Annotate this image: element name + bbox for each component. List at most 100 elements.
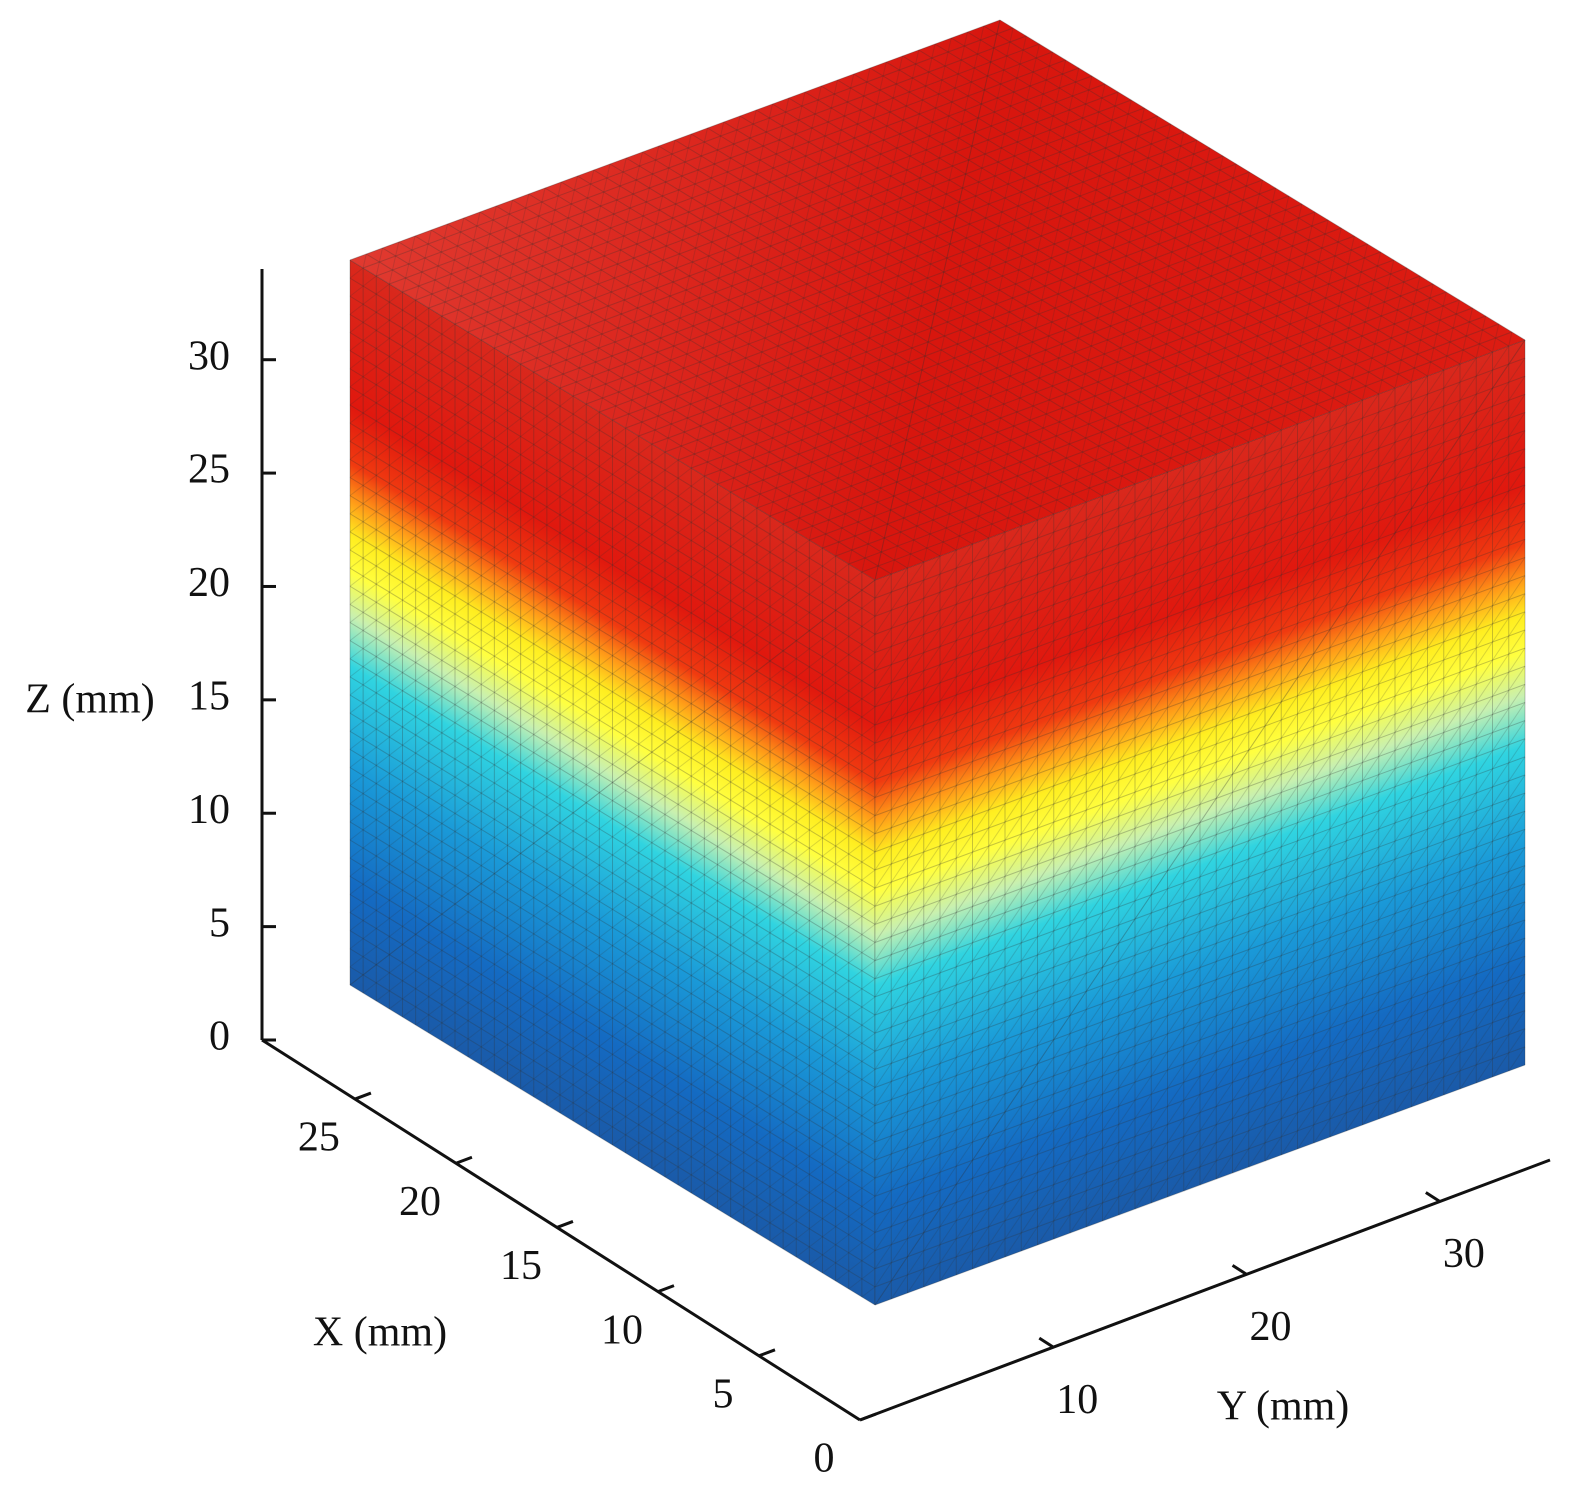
mesh-line xyxy=(350,56,1349,532)
mesh-line xyxy=(875,811,1525,1051)
mesh-line xyxy=(1000,20,1525,340)
mesh-line xyxy=(1466,324,1525,352)
mesh-line xyxy=(1444,974,1525,1095)
mesh-line xyxy=(773,104,1298,424)
mesh-line xyxy=(875,666,1525,906)
mesh-line xyxy=(875,449,1525,689)
mesh-line xyxy=(350,260,586,730)
mesh-line xyxy=(1460,993,1525,1090)
mesh-line xyxy=(643,152,1168,472)
mesh-line xyxy=(416,391,875,1305)
mesh-line xyxy=(614,92,1525,526)
mesh-line xyxy=(350,260,508,574)
mesh-line xyxy=(350,134,967,428)
mesh-line xyxy=(610,164,1135,484)
mesh-line xyxy=(626,158,1151,478)
mesh-line xyxy=(350,514,875,834)
mesh-line xyxy=(639,835,875,1305)
mesh-line xyxy=(1216,721,1525,1179)
mesh-line xyxy=(455,469,875,1305)
mesh-line xyxy=(875,340,1525,1305)
mesh-line xyxy=(1005,485,1525,1257)
mesh-line xyxy=(1084,220,1525,430)
mesh-line xyxy=(350,804,875,1124)
mesh-line xyxy=(350,260,547,652)
mesh-line xyxy=(350,260,389,338)
mesh-line xyxy=(350,170,791,380)
mesh-line xyxy=(350,459,875,779)
mesh-line xyxy=(481,100,1131,340)
mesh-line xyxy=(350,206,614,332)
mesh-line xyxy=(875,478,1151,888)
mesh xyxy=(350,260,875,1305)
mesh-line xyxy=(350,967,875,1287)
mesh-line xyxy=(756,110,1281,430)
mesh-line xyxy=(678,220,1328,460)
mesh-line xyxy=(875,514,1054,779)
mesh-line xyxy=(521,600,875,1305)
mesh-line xyxy=(497,60,1525,550)
x-tick xyxy=(657,1284,675,1294)
mesh-line xyxy=(350,260,875,1305)
mesh-line xyxy=(350,260,823,1201)
mesh-line xyxy=(875,648,1525,888)
mesh-line xyxy=(875,424,1298,1051)
mesh-line xyxy=(350,164,820,388)
mesh-line xyxy=(740,116,1265,436)
mesh-line xyxy=(350,913,875,1233)
mesh-line xyxy=(875,1047,1525,1287)
mesh-line xyxy=(875,485,1525,725)
mesh-line xyxy=(1143,236,1525,418)
mesh-line xyxy=(350,260,494,547)
mesh-line xyxy=(350,68,1290,516)
mesh-line xyxy=(875,503,1525,743)
mesh-line xyxy=(350,405,875,725)
mesh-line xyxy=(718,992,876,1306)
mesh-line xyxy=(1363,884,1526,1125)
mesh-line xyxy=(508,574,876,1306)
mesh-line xyxy=(1026,204,1525,442)
mesh-line xyxy=(468,92,1118,332)
mesh-line xyxy=(599,172,1249,412)
mesh-line xyxy=(875,431,1525,671)
mesh-line xyxy=(757,1070,875,1305)
mesh-line xyxy=(665,212,1315,452)
mesh-line xyxy=(350,931,875,1251)
x-tick-label: 20 xyxy=(399,1179,441,1225)
mesh-line xyxy=(875,532,1005,725)
mesh-line xyxy=(399,242,924,562)
mesh-line xyxy=(350,641,875,961)
mesh-line xyxy=(875,502,1086,816)
mesh-line xyxy=(879,164,1525,472)
mesh-line xyxy=(508,116,1158,356)
mesh-line xyxy=(823,1201,876,1306)
z-tick-label: 30 xyxy=(188,333,230,379)
mesh-line xyxy=(875,472,1168,906)
mesh-line xyxy=(350,260,403,365)
mesh-line xyxy=(350,26,1496,572)
mesh-line xyxy=(350,152,879,404)
mesh-line xyxy=(875,630,1525,870)
y-tick xyxy=(1425,1191,1441,1203)
x-tick xyxy=(455,1155,473,1165)
mesh-line xyxy=(573,156,1223,396)
face-fill xyxy=(875,340,1525,1305)
mesh-line xyxy=(350,949,875,1269)
mesh-line xyxy=(875,376,1428,1196)
mesh-line xyxy=(1119,612,1525,1215)
mesh-line xyxy=(350,224,526,308)
mesh-line xyxy=(875,793,1525,1033)
mesh-line xyxy=(875,520,1038,761)
mesh-line xyxy=(438,44,1525,562)
mesh-line xyxy=(350,260,573,704)
mesh-line xyxy=(862,332,1512,572)
mesh-line xyxy=(468,52,1526,556)
mesh-line xyxy=(1411,938,1525,1107)
mesh-line xyxy=(718,244,1368,484)
face-fill xyxy=(350,20,1525,580)
mesh-line xyxy=(547,140,1197,380)
mesh-line xyxy=(350,876,875,1196)
mesh-line xyxy=(350,387,875,707)
mesh-line xyxy=(350,260,376,312)
mesh-line xyxy=(526,68,1525,544)
